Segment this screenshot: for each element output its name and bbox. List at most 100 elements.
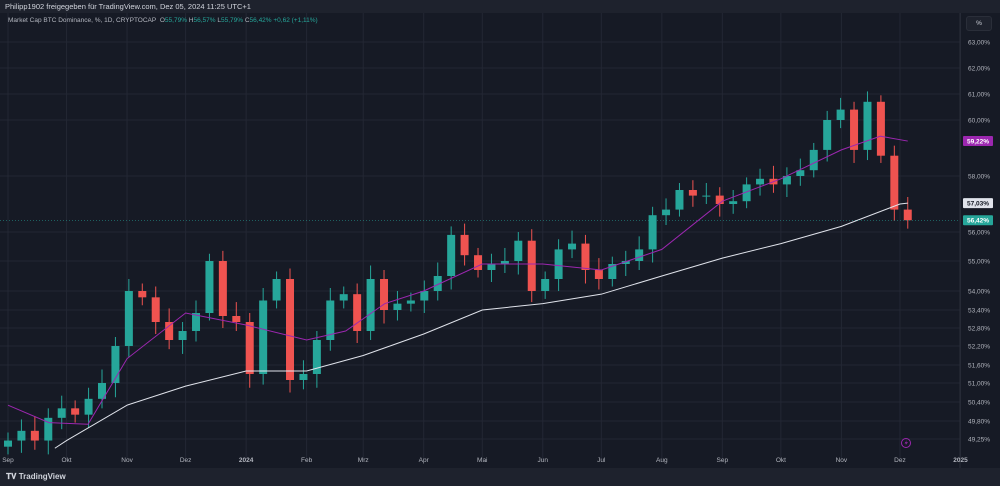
- candle-body: [688, 190, 697, 196]
- close-label: C: [244, 17, 250, 24]
- candle-body: [876, 101, 885, 156]
- candle-body: [312, 340, 321, 374]
- candle-body: [84, 398, 93, 415]
- candle-body: [30, 430, 39, 441]
- candle-body: [366, 279, 375, 331]
- chart-pane[interactable]: 63,00% 62,00% 61,00% 60,00% 58,00% 56,00% 55,0…: [0, 13, 1000, 486]
- candle-body: [433, 276, 442, 291]
- candle-body: [192, 313, 201, 331]
- candle-body: [487, 264, 496, 270]
- open-value: 55,79%: [164, 17, 187, 24]
- percent-scale-button[interactable]: %: [966, 16, 992, 31]
- candle-body: [259, 300, 268, 374]
- candle-body: [890, 155, 899, 210]
- y-tick-label: 61,00%: [968, 92, 990, 99]
- symbol-title[interactable]: Market Cap BTC Dominance, %, 1D, CRYPTOC…: [8, 17, 157, 24]
- candle-body: [17, 430, 26, 441]
- candle-body: [715, 195, 724, 204]
- x-tick-label: 2024: [239, 457, 254, 464]
- candle-body: [635, 249, 644, 261]
- candle-body: [232, 316, 241, 322]
- ma-short-price-label: 59,22%: [967, 139, 989, 146]
- x-tick-label: Jul: [597, 457, 606, 464]
- candle-body: [796, 170, 805, 176]
- y-tick-label: 51,60%: [968, 363, 990, 370]
- ma-short-price-label-bg: [963, 136, 993, 147]
- candle-body: [514, 240, 523, 261]
- candle-body: [165, 322, 174, 340]
- x-tick-label: Aug: [656, 457, 668, 464]
- candle-body: [850, 109, 859, 150]
- candle-body: [460, 234, 469, 256]
- low-label: L: [217, 17, 221, 24]
- y-tick-label: 49,80%: [968, 419, 990, 426]
- x-tick-label: Sep: [717, 457, 729, 464]
- y-tick-label: 53,40%: [968, 308, 990, 315]
- candle-body: [272, 279, 281, 301]
- candle-body: [903, 209, 912, 221]
- candle-body: [245, 322, 254, 374]
- candle-body: [124, 291, 133, 346]
- y-tick-label: 63,00%: [968, 40, 990, 47]
- tv-icon: 𝐓𝐕: [6, 472, 17, 481]
- candle-body: [809, 149, 818, 171]
- lightning-icon[interactable]: [901, 438, 911, 448]
- candle-body: [57, 408, 66, 418]
- x-tick-label: Feb: [301, 457, 313, 464]
- change-value: +0,62 (+1,11%): [273, 17, 318, 24]
- candle-body: [393, 303, 402, 310]
- candle-body: [782, 176, 791, 185]
- ma-long-price-label: 57,03%: [967, 201, 989, 208]
- candle-body: [608, 264, 617, 279]
- candle-body: [111, 346, 120, 383]
- candle-body: [729, 201, 738, 204]
- attribution-text: Philipp1902 freigegeben für TradingView.…: [5, 2, 251, 11]
- candle-body: [756, 178, 765, 185]
- low-value: 55,79%: [220, 17, 244, 24]
- candle-body: [4, 440, 12, 447]
- branding-text: TradingView: [18, 472, 66, 481]
- lightning-bolt-icon: [904, 440, 908, 446]
- candle-body: [420, 291, 429, 301]
- candle-body: [675, 190, 684, 210]
- x-tick-label: Jun: [538, 457, 549, 464]
- y-tick-label: 52,80%: [968, 326, 990, 333]
- candle-body: [406, 300, 415, 304]
- y-tick-label: 60,00%: [968, 118, 990, 125]
- candle-body: [138, 291, 147, 298]
- high-value: 56,57%: [193, 17, 216, 24]
- close-value: 56,42%: [249, 17, 272, 24]
- candle-body: [702, 195, 711, 197]
- candle-body: [178, 331, 187, 340]
- candle-body: [326, 300, 335, 340]
- price-chart[interactable]: 63,00% 62,00% 61,00% 60,00% 58,00% 56,00% 55,0…: [0, 13, 1000, 486]
- candle-body: [648, 215, 657, 250]
- y-tick-label: 58,00%: [968, 174, 990, 181]
- attribution-bar: Philipp1902 freigegeben für TradingView.…: [0, 0, 1000, 13]
- candle-body: [594, 270, 603, 279]
- y-tick-label: 49,25%: [968, 437, 990, 444]
- x-tick-label: Nov: [836, 457, 848, 464]
- x-tick-label: Mrz: [358, 457, 369, 464]
- candle-body: [218, 261, 227, 316]
- candle-body: [823, 120, 832, 150]
- x-tick-label: Apr: [419, 457, 430, 464]
- candle-body: [541, 279, 550, 291]
- y-tick-label: 62,00%: [968, 66, 990, 73]
- candle-body: [299, 374, 308, 380]
- candle-body: [554, 249, 563, 279]
- candle-body: [98, 383, 107, 399]
- candle-body: [500, 261, 509, 264]
- high-label: H: [188, 17, 194, 24]
- ma-long-line: [54, 202, 908, 449]
- candle-body: [286, 279, 295, 380]
- x-tick-label: 2025: [953, 457, 968, 464]
- candle-body: [205, 261, 214, 313]
- last-price-label-bg: [963, 215, 993, 226]
- candle-body: [71, 408, 80, 415]
- candle-body: [380, 279, 389, 310]
- last-price-label: 56,42%: [967, 218, 989, 225]
- candle-body: [836, 109, 845, 120]
- candle-body: [44, 417, 53, 441]
- tradingview-logo[interactable]: 𝐓𝐕 TradingView: [6, 472, 66, 482]
